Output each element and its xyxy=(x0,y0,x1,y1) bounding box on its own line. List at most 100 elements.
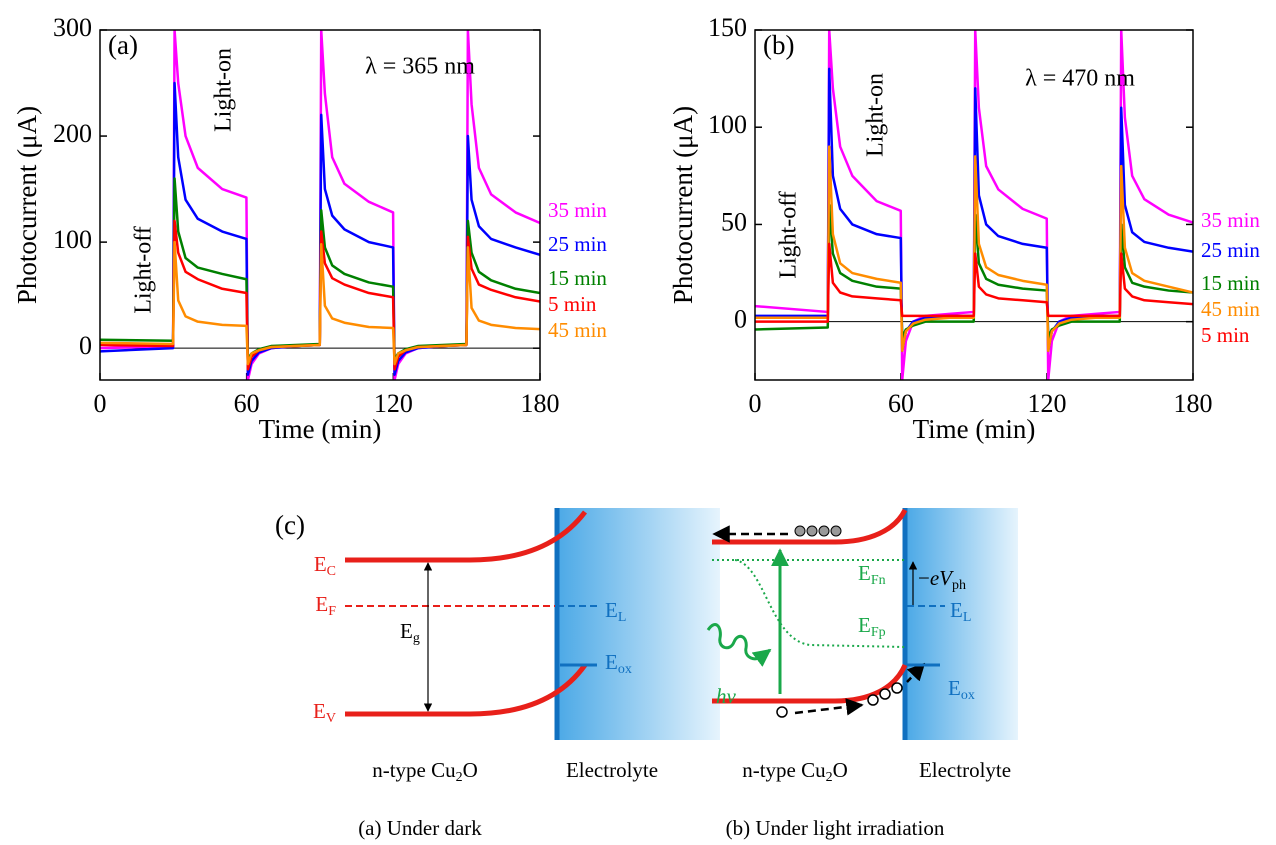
holes xyxy=(776,682,903,718)
series-line xyxy=(100,81,540,376)
semiconductor-label: n-type Cu2O xyxy=(742,758,848,785)
annotation: Light-off xyxy=(776,191,802,279)
legend-label: 25 min xyxy=(548,232,607,256)
y-tick-label: 100 xyxy=(708,110,747,139)
label-base: E xyxy=(400,619,413,643)
plot-frame xyxy=(754,29,1194,381)
legend-label: 35 min xyxy=(548,198,607,222)
efp-label: EFp xyxy=(858,613,886,640)
y-tick-label: 50 xyxy=(721,207,747,236)
legend-label: 45 min xyxy=(1201,297,1260,321)
label-sub: g xyxy=(413,631,420,646)
x-tick-label: 180 xyxy=(1174,389,1213,418)
valence-band xyxy=(345,663,588,717)
y-tick-label: 100 xyxy=(53,225,92,254)
label-base: V xyxy=(939,566,954,590)
panel-label: (a) xyxy=(108,30,138,60)
x-tick-label: 60 xyxy=(888,389,914,418)
annotation: λ = 365 nm xyxy=(365,54,475,80)
eg-label: Eg xyxy=(400,619,420,646)
label-base: E xyxy=(950,598,963,622)
ev-label: EV xyxy=(313,699,336,726)
series-line xyxy=(755,30,1193,380)
vph-label: −eVph xyxy=(918,566,966,593)
hv-label: hν xyxy=(716,684,737,708)
x-tick-label: 180 xyxy=(521,389,560,418)
y-tick-label: 0 xyxy=(79,331,92,360)
y-axis-label: Photocurrent (μA) xyxy=(668,106,698,304)
x-tick-label: 120 xyxy=(374,389,413,418)
x-tick-label: 0 xyxy=(749,389,762,418)
plot-frame xyxy=(99,29,541,381)
series-group xyxy=(755,30,1193,380)
label-base: − xyxy=(918,566,930,590)
x-axis-label: Time (min) xyxy=(259,414,382,444)
legend-label: 5 min xyxy=(548,292,597,316)
panel-label: (b) xyxy=(763,30,794,60)
electrons xyxy=(794,525,842,537)
series-line xyxy=(755,145,1193,353)
hole-arrow xyxy=(794,698,864,716)
y-tick-label: 200 xyxy=(53,119,92,148)
y-tick-label: 150 xyxy=(708,13,747,42)
panel-label: (c) xyxy=(275,510,305,540)
label-base: E xyxy=(315,592,328,616)
conduction-band xyxy=(712,508,908,545)
y-axis-label: Photocurrent (μA) xyxy=(12,106,42,304)
label-sub: ox xyxy=(961,688,975,703)
legend-label: 35 min xyxy=(1201,208,1260,232)
label-base: E xyxy=(858,561,871,585)
legend-label: 15 min xyxy=(1201,271,1260,295)
label-base: E xyxy=(605,598,618,622)
y-tick-label: 0 xyxy=(734,305,747,334)
ec-label: EC xyxy=(314,552,336,579)
legend-label: 25 min xyxy=(1201,238,1260,262)
hole-transfer-arrow xyxy=(906,662,926,683)
caption: (a) Under dark xyxy=(358,816,482,840)
ef-label: EF xyxy=(315,592,336,619)
label-sub: C xyxy=(327,564,336,579)
label-sub: 2 xyxy=(826,770,833,785)
label-sub: F xyxy=(328,604,336,619)
annotation: Light-on xyxy=(863,73,889,157)
el-label: EL xyxy=(950,598,971,625)
electrolyte-region xyxy=(905,508,1018,740)
label-base: O xyxy=(833,758,848,782)
x-tick-label: 60 xyxy=(234,389,260,418)
eox-label: Eox xyxy=(605,650,632,677)
annotation: λ = 470 nm xyxy=(1025,66,1135,92)
label-base: e xyxy=(930,566,939,590)
el-label: EL xyxy=(605,598,626,625)
charts: 0 100 200 300 0 60 120 180 35 min 25 min 15 min 5 m… xyxy=(12,13,1260,444)
photon xyxy=(706,623,772,667)
label-sub: L xyxy=(963,610,972,625)
series-line xyxy=(755,242,1193,323)
electrolyte-label: Electrolyte xyxy=(919,758,1011,782)
conduction-band xyxy=(345,510,587,563)
x-tick-label: 120 xyxy=(1028,389,1067,418)
label-base: n-type Cu xyxy=(742,758,826,782)
efn-label: EFn xyxy=(858,561,886,588)
label-sub: ox xyxy=(618,662,632,677)
band-diagram: (c) EC EF EV Eg EL Eox n-type Cu2O Elect… xyxy=(275,508,1018,840)
y-tick-label: 300 xyxy=(53,13,92,42)
label-sub: Fp xyxy=(871,625,886,640)
label-base: E xyxy=(605,650,618,674)
label-base: n-type Cu xyxy=(372,758,456,782)
label-base: E xyxy=(858,613,871,637)
label-base: E xyxy=(948,676,961,700)
semiconductor-label: n-type Cu2O xyxy=(372,758,478,785)
legend-label: 45 min xyxy=(548,318,607,342)
label-sub: 2 xyxy=(456,770,463,785)
legend-label: 5 min xyxy=(1201,323,1250,347)
caption: (b) Under light irradiation xyxy=(726,816,945,840)
eox-label: Eox xyxy=(948,676,975,703)
label-sub: L xyxy=(618,610,627,625)
series-group xyxy=(100,30,540,380)
series-line xyxy=(100,30,540,380)
label-sub: Fn xyxy=(871,573,886,588)
annotation: Light-off xyxy=(131,226,157,314)
series-line xyxy=(755,67,1193,353)
series-line xyxy=(100,240,540,366)
